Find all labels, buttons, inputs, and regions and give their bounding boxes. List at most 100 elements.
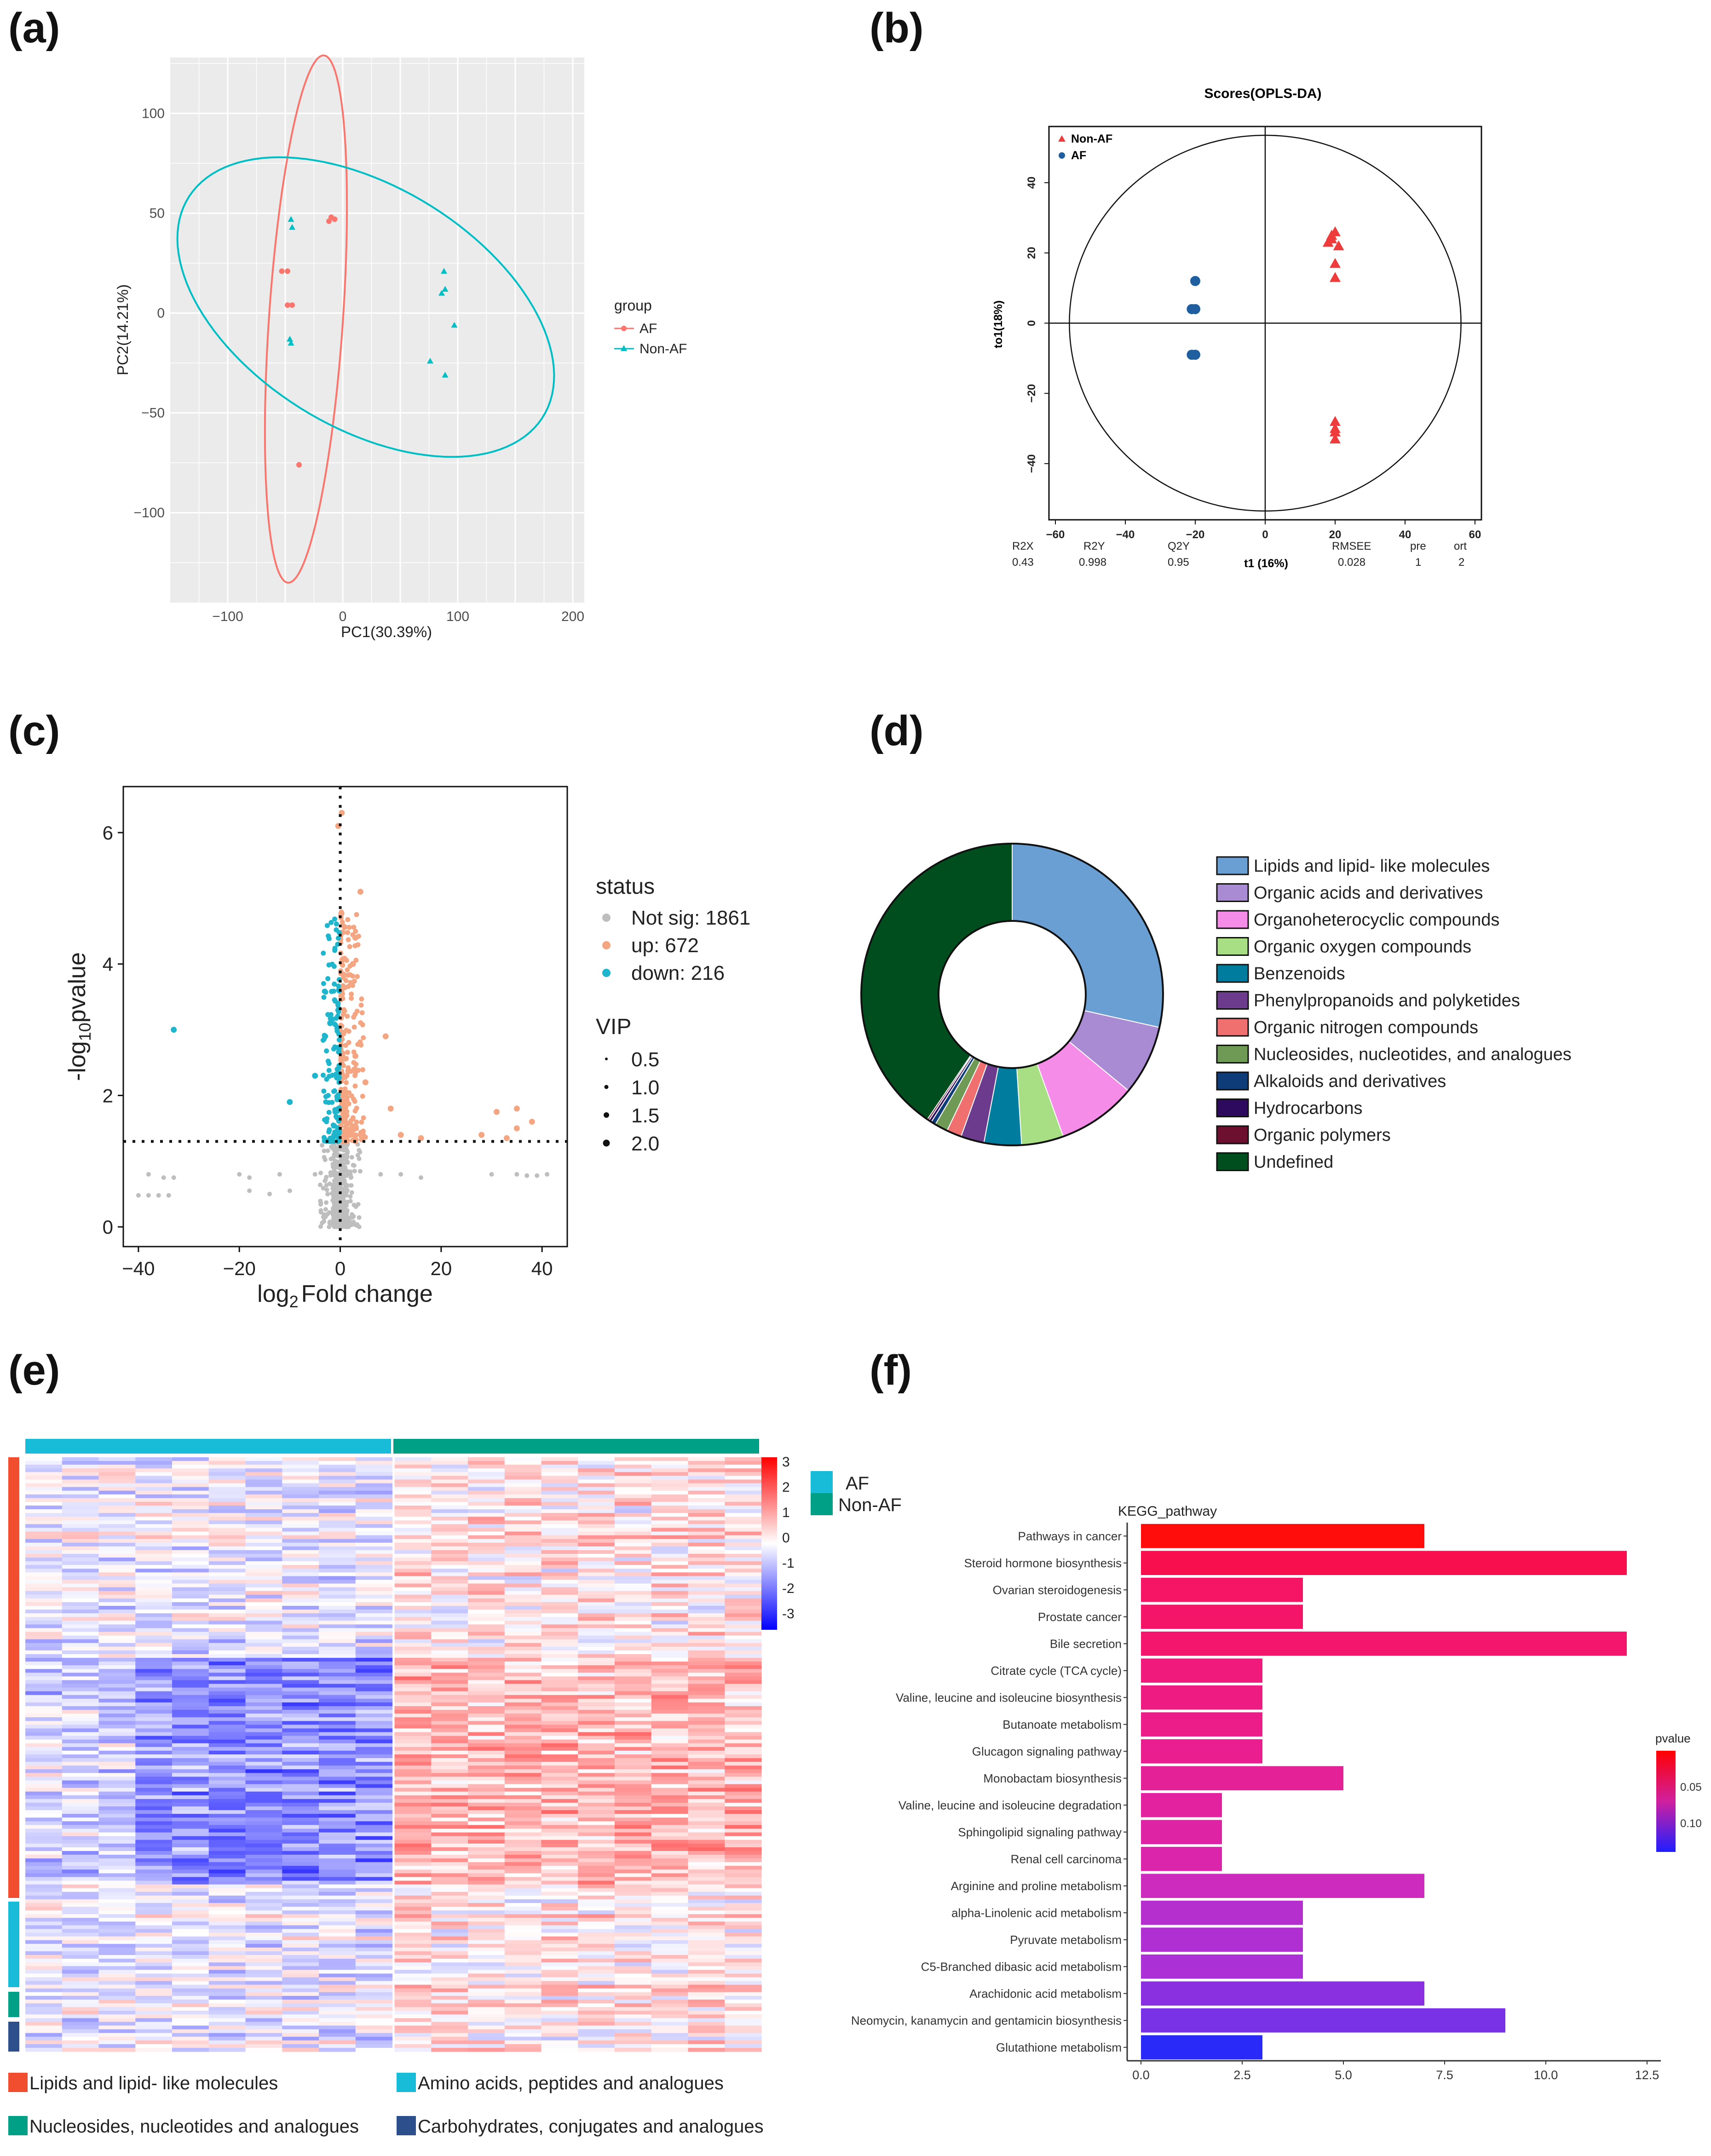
heatmap-cell [615, 1843, 652, 1848]
heatmap-cell [208, 1988, 246, 1993]
heatmap-cell [208, 1610, 246, 1614]
volcano-point-notsig [318, 1202, 323, 1207]
heatmap-cell [319, 1553, 356, 1558]
donut-slice [1012, 843, 1164, 1028]
heatmap-cell [468, 1981, 505, 1985]
heatmap-cell [431, 1658, 468, 1662]
heatmap-cell [578, 1973, 615, 1978]
heatmap-cell [135, 1732, 173, 1736]
x-tick-label: 0 [339, 609, 347, 624]
heatmap-cell [578, 1483, 615, 1488]
heatmap-cell [725, 1784, 762, 1788]
heatmap-cell [541, 1680, 578, 1685]
heatmap-cell [355, 1691, 393, 1696]
heatmap-cell [319, 1999, 356, 2004]
heatmap-cell [578, 1687, 615, 1692]
kegg-bar [1141, 1766, 1343, 1791]
heatmap-cell [355, 1799, 393, 1803]
heatmap-cell [319, 1558, 356, 1562]
heatmap-cell [282, 1750, 319, 1755]
heatmap-cell [615, 1728, 652, 1733]
heatmap-cell [725, 1995, 762, 2000]
heatmap-cell [615, 1880, 652, 1885]
heatmap-cell [541, 1962, 578, 1966]
heatmap-cell [25, 1847, 63, 1851]
heatmap-cell [394, 1658, 432, 1662]
volcano-point-notsig [342, 1224, 347, 1229]
volcano-point-down [336, 1037, 342, 1042]
heatmap-cell [651, 1840, 689, 1844]
heatmap-cell [725, 1576, 762, 1581]
heatmap-cell [394, 1572, 432, 1576]
heatmap-cell [319, 1602, 356, 1606]
heatmap-cell [135, 1895, 173, 1900]
heatmap-cell [25, 1862, 63, 1866]
heatmap-cell [25, 1565, 63, 1569]
heatmap-cell [208, 1907, 246, 1911]
heatmap-cell [468, 1673, 505, 1677]
heatmap-cell [282, 1662, 319, 1666]
heatmap-cell [651, 1777, 689, 1781]
heatmap-cell [245, 1984, 282, 1989]
heatmap-cell [615, 1769, 652, 1773]
heatmap-cell [615, 1632, 652, 1636]
heatmap-cell [504, 1951, 542, 1955]
heatmap-cell [431, 1743, 468, 1748]
heatmap-cell [208, 1855, 246, 1859]
heatmap-cell [208, 1457, 246, 1461]
volcano-point-notsig [329, 1144, 334, 1150]
heatmap-cell [541, 1799, 578, 1803]
heatmap-cell [431, 1550, 468, 1554]
heatmap-cell [615, 1802, 652, 1807]
heatmap-cell [688, 1851, 725, 1855]
heatmap-cell [25, 2040, 63, 2045]
heatmap-cell [578, 1580, 615, 1584]
heatmap-cell [135, 1918, 173, 1922]
stat-header-r2y: R2Y [1083, 540, 1105, 552]
heatmap-cell [504, 1743, 542, 1748]
heatmap-cell [651, 1880, 689, 1885]
heatmap-cell [504, 1736, 542, 1740]
heatmap-cell [651, 1472, 689, 1476]
heatmap-cell [355, 1483, 393, 1488]
heatmap-cell [651, 1907, 689, 1911]
heatmap-cell [245, 1828, 282, 1833]
heatmap-cell [431, 1610, 468, 1614]
heatmap-cell [541, 1814, 578, 1818]
heatmap-cell [725, 1892, 762, 1896]
heatmap-cell [578, 1855, 615, 1859]
heatmap-cell [62, 1743, 99, 1748]
heatmap-cell [468, 1736, 505, 1740]
heatmap-cell [282, 1613, 319, 1617]
heatmap-cell [135, 1866, 173, 1870]
heatmap-cell [25, 1576, 63, 1581]
heatmap-cell [355, 1921, 393, 1926]
heatmap-cell [135, 2025, 173, 2030]
heatmap-cell [394, 1479, 432, 1484]
heatmap-cell [62, 1903, 99, 1907]
heatmap-cell [25, 1888, 63, 1892]
heatmap-cell [172, 1773, 209, 1777]
heatmap-cell [135, 1550, 173, 1554]
heatmap-cell [62, 1598, 99, 1603]
heatmap-cell [355, 1999, 393, 2004]
heatmap-cell [319, 1517, 356, 1521]
heatmap-cell [468, 1988, 505, 1993]
heatmap-cell [62, 2040, 99, 2045]
heatmap-cell [394, 2007, 432, 2011]
heatmap-cell [135, 1635, 173, 1640]
heatmap-cell [468, 1517, 505, 1521]
volcano-point-notsig [334, 1150, 340, 1156]
heatmap-cell [688, 1754, 725, 1759]
kegg-bar [1141, 1604, 1303, 1629]
heatmap-cell [245, 1959, 282, 1963]
heatmap-cell [98, 1732, 136, 1736]
class-swatch-amino [397, 2073, 416, 2092]
heatmap-cell [504, 1490, 542, 1495]
heatmap-cell [245, 2033, 282, 2037]
heatmap-cell [172, 2007, 209, 2011]
heatmap-cell [651, 1610, 689, 1614]
heatmap-cell [135, 1613, 173, 1617]
heatmap-cell [208, 1468, 246, 1472]
heatmap-cell [688, 1747, 725, 1751]
